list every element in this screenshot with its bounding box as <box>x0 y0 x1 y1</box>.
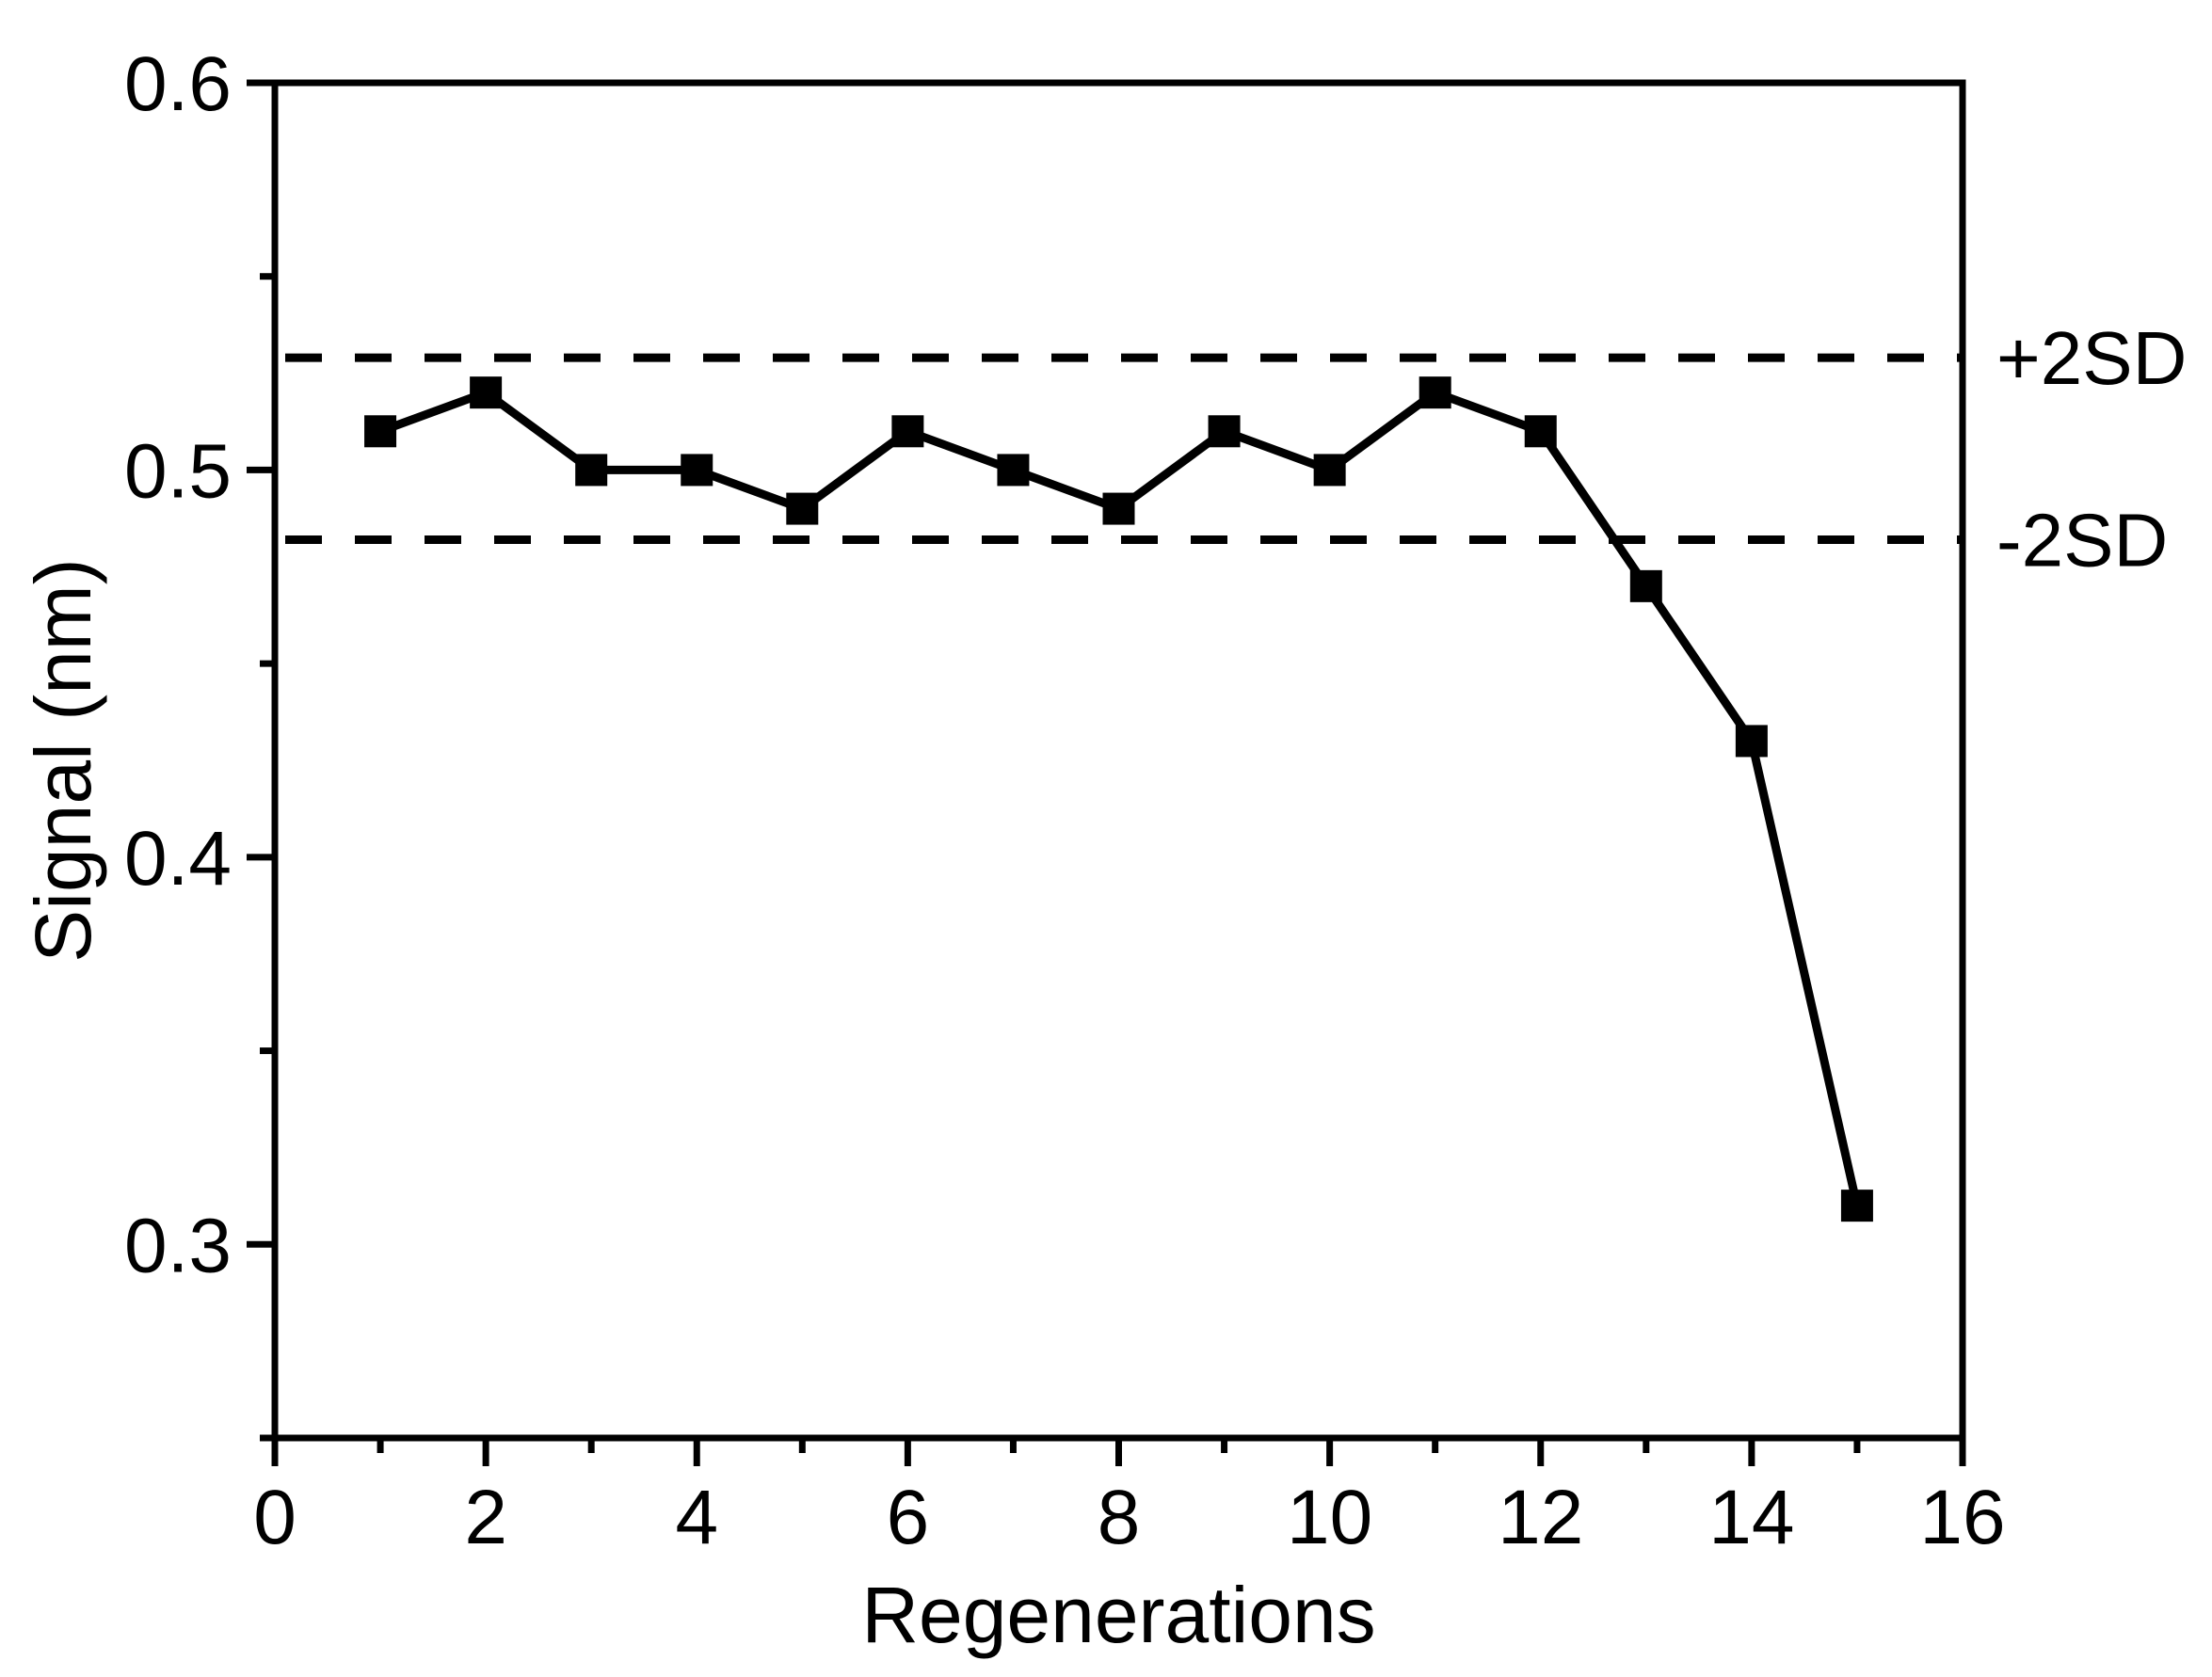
data-point <box>1735 725 1768 758</box>
y-tick-label: 0.6 <box>124 41 232 127</box>
x-tick-label: 10 <box>1287 1475 1372 1560</box>
data-point <box>575 454 608 487</box>
x-tick-label: 4 <box>675 1475 718 1560</box>
data-point <box>1524 415 1557 448</box>
plot-frame <box>271 79 1966 1442</box>
x-tick-label: 12 <box>1498 1475 1583 1560</box>
data-point <box>1840 1190 1873 1222</box>
data-point <box>891 415 924 448</box>
y-tick-label: 0.5 <box>124 428 232 514</box>
data-point <box>1629 569 1662 602</box>
data-point <box>1208 415 1241 448</box>
x-tick-label: 0 <box>253 1475 297 1560</box>
ref-label-2sd: -2SD <box>1996 498 2168 582</box>
x-axis-title: Regenerations <box>861 1571 1375 1659</box>
x-tick-label: 14 <box>1708 1475 1794 1560</box>
ref-label-2sd: +2SD <box>1996 316 2187 400</box>
x-tick-label: 2 <box>464 1475 507 1560</box>
y-tick-label: 0.3 <box>124 1203 232 1288</box>
x-tick-label: 16 <box>1919 1475 2005 1560</box>
data-point <box>997 454 1030 487</box>
x-tick-label: 6 <box>887 1475 930 1560</box>
y-axis-title: Signal (nm) <box>19 558 107 962</box>
y-tick-label: 0.4 <box>124 816 232 902</box>
data-point <box>786 492 819 525</box>
data-point <box>1102 492 1135 525</box>
data-point <box>681 454 713 487</box>
data-point <box>1313 454 1346 487</box>
data-point <box>1419 376 1451 409</box>
data-point <box>364 415 397 448</box>
x-tick-label: 8 <box>1098 1475 1141 1560</box>
data-point <box>470 376 503 409</box>
